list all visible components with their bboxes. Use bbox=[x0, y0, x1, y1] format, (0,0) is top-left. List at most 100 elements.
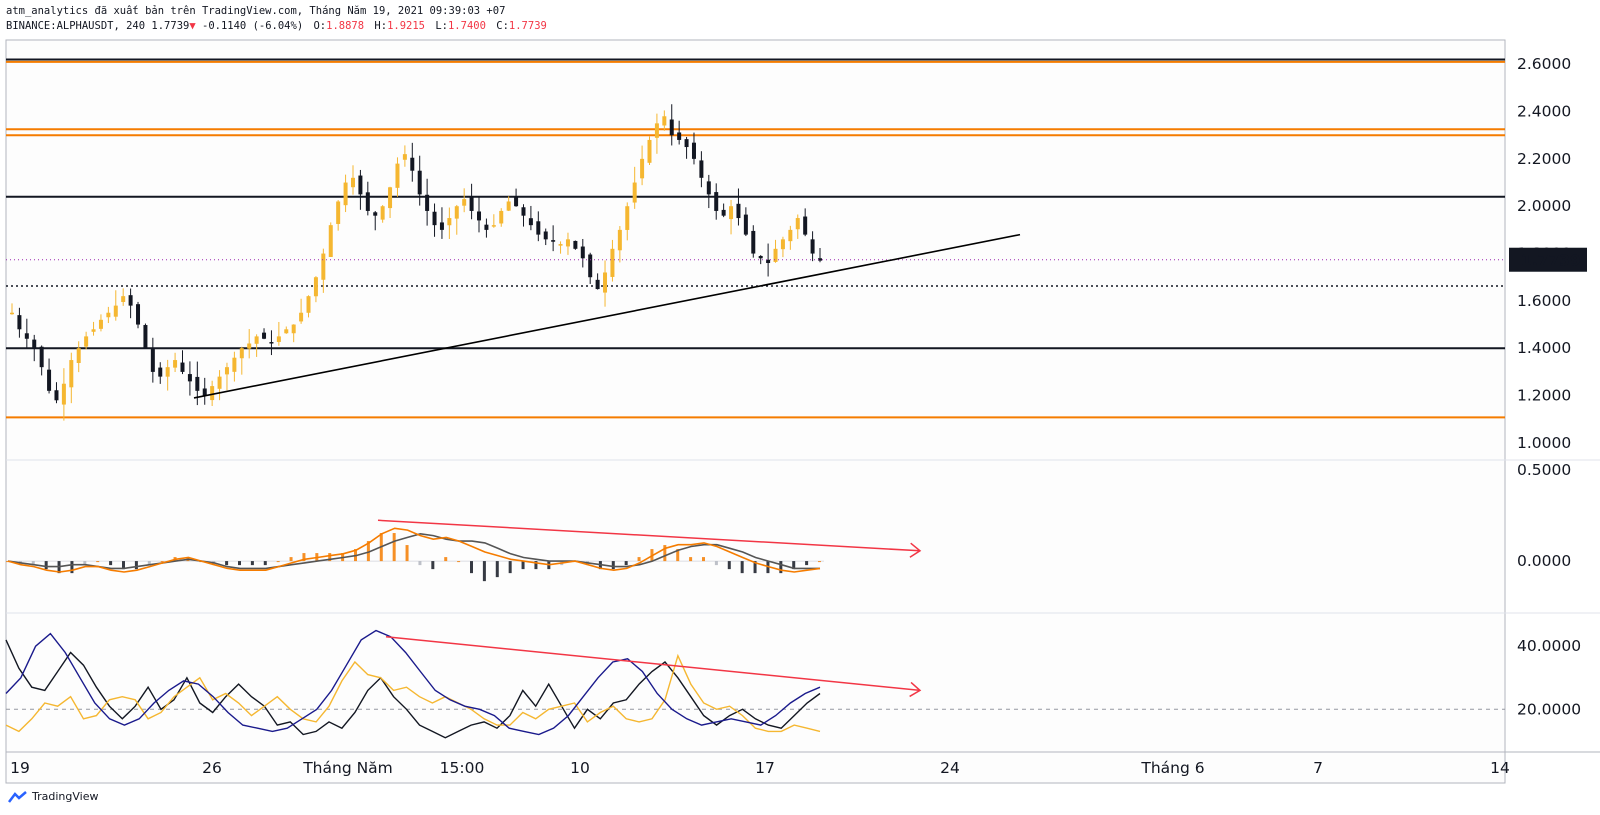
high-value: 1.9215 bbox=[387, 20, 425, 32]
macd-histogram-bar bbox=[31, 561, 35, 566]
candle-body bbox=[454, 206, 459, 219]
macd-histogram-bar bbox=[328, 553, 332, 562]
candle-body bbox=[417, 170, 422, 195]
candle-body bbox=[780, 239, 785, 250]
candle-body bbox=[321, 253, 326, 280]
candle-body bbox=[173, 360, 178, 368]
tradingview-logo[interactable]: TradingView bbox=[8, 790, 98, 803]
candle-body bbox=[32, 339, 37, 349]
macd-divergence-arrow-head bbox=[909, 542, 922, 558]
price-axis-tick-label: 1.4000 bbox=[1517, 339, 1571, 357]
candle-body bbox=[736, 203, 741, 219]
time-axis-tick-label: Tháng Năm bbox=[302, 759, 393, 777]
candle-body bbox=[662, 116, 667, 126]
candle-body bbox=[380, 206, 385, 220]
macd-histogram-bar bbox=[83, 561, 87, 566]
candle-body bbox=[306, 296, 311, 313]
dmi-minus-line bbox=[5, 653, 821, 733]
macd-histogram-bar bbox=[495, 561, 499, 578]
candle-body bbox=[447, 218, 452, 226]
candle-body bbox=[595, 279, 600, 290]
candle-body bbox=[773, 248, 778, 262]
candle-body bbox=[410, 157, 415, 171]
candle-body bbox=[617, 229, 622, 251]
candle-body bbox=[491, 225, 496, 227]
macd-histogram-bar bbox=[44, 561, 48, 570]
candle-body bbox=[10, 312, 14, 315]
macd-histogram-bar bbox=[470, 561, 473, 574]
candle-body bbox=[39, 346, 44, 368]
macd-line bbox=[7, 532, 820, 570]
time-axis-tick-label: 14 bbox=[1490, 759, 1510, 777]
time-axis-tick-label: 10 bbox=[570, 759, 590, 777]
dmi-divergence-arrow-head bbox=[909, 681, 922, 698]
chart-header: atm_analytics đã xuất bản trên TradingVi… bbox=[6, 4, 551, 34]
candle-body bbox=[558, 244, 563, 246]
candle-body bbox=[521, 207, 526, 216]
candle-body bbox=[788, 229, 793, 242]
macd-histogram-bar bbox=[792, 561, 796, 570]
candle-body bbox=[313, 277, 318, 297]
macd-axis-tick-label: 0.5000 bbox=[1517, 461, 1571, 479]
price-axis-tick-label: 2.0000 bbox=[1517, 197, 1571, 215]
candle-body bbox=[128, 295, 133, 306]
candle-body bbox=[499, 210, 504, 224]
candle-body bbox=[729, 206, 734, 220]
macd-histogram-bar bbox=[521, 561, 525, 570]
candle-body bbox=[291, 324, 296, 334]
publish-info: atm_analytics đã xuất bản trên TradingVi… bbox=[6, 5, 506, 17]
candle-body bbox=[69, 360, 74, 388]
price-change: -0.1140 (-6.04%) bbox=[202, 20, 304, 32]
candle-body bbox=[269, 342, 274, 344]
price-axis-tick-label: 1.0000 bbox=[1517, 434, 1571, 452]
candle-body bbox=[610, 248, 615, 277]
low-value: 1.7400 bbox=[447, 20, 486, 32]
candle-body bbox=[632, 182, 637, 203]
candle-body bbox=[565, 239, 570, 247]
support-trendline bbox=[193, 233, 1021, 399]
macd-histogram-bar bbox=[302, 553, 306, 562]
macd-histogram-bar bbox=[676, 549, 680, 562]
candle-body bbox=[143, 325, 148, 349]
last-price-tag bbox=[1509, 247, 1587, 272]
candle-body bbox=[439, 222, 444, 230]
last-price: 1.7739 bbox=[151, 20, 190, 32]
candle-body bbox=[262, 332, 267, 339]
candle-body bbox=[165, 367, 170, 377]
price-axis-tick-label: 2.2000 bbox=[1517, 150, 1571, 168]
macd-histogram-bar bbox=[147, 561, 151, 566]
candle-body bbox=[98, 319, 103, 329]
candle-body bbox=[528, 218, 533, 226]
candle-body bbox=[328, 225, 333, 257]
close-label: C: bbox=[496, 20, 509, 32]
candle-body bbox=[350, 177, 355, 188]
dmi-divergence-arrow bbox=[385, 636, 921, 692]
candle-body bbox=[180, 362, 185, 372]
macd-histogram-bar bbox=[444, 557, 448, 562]
macd-histogram-bar bbox=[289, 557, 293, 562]
candle-body bbox=[677, 132, 682, 140]
candle-body bbox=[484, 224, 489, 230]
candle-body bbox=[699, 160, 704, 178]
macd-histogram-bar bbox=[611, 561, 615, 570]
macd-signal-line bbox=[7, 527, 821, 573]
candle-body bbox=[402, 154, 407, 160]
candle-body bbox=[61, 383, 66, 405]
macd-histogram-bar bbox=[818, 561, 821, 563]
candle-body bbox=[603, 272, 608, 293]
candle-body bbox=[706, 181, 711, 195]
price-axis-tick-label: 2.4000 bbox=[1517, 103, 1571, 121]
chart-frame bbox=[5, 39, 1506, 784]
candle-body bbox=[721, 209, 726, 216]
price-axis-tick-label: 2.6000 bbox=[1517, 55, 1571, 73]
candle-body bbox=[299, 312, 304, 322]
tradingview-logo-icon bbox=[8, 790, 27, 803]
open-value: 1.8878 bbox=[326, 20, 365, 32]
macd-histogram-bar bbox=[702, 557, 705, 562]
candle-body bbox=[210, 386, 215, 401]
down-arrow-icon: ▼ bbox=[189, 20, 196, 32]
macd-histogram-bar bbox=[225, 561, 229, 566]
candle-body bbox=[84, 336, 89, 347]
macd-histogram-bar bbox=[508, 561, 512, 574]
